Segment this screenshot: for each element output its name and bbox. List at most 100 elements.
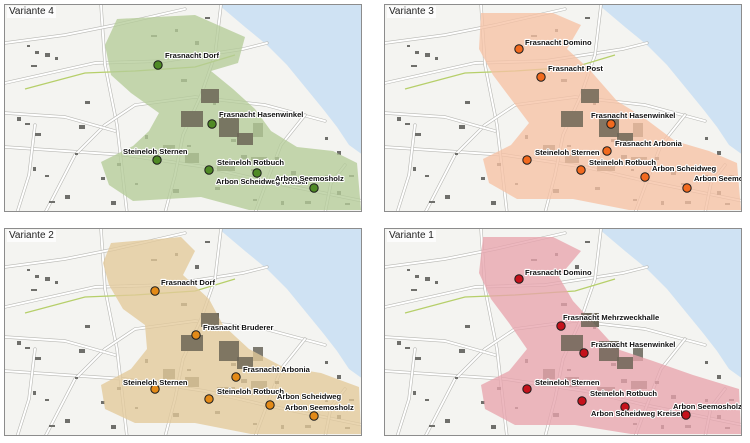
bus-stop-label-halo: Frasnacht Hasenwinkel [591,111,675,120]
building [49,201,55,203]
building [435,281,438,284]
bus-stop-label: Frasnacht Hasenwinkel [591,111,675,120]
bus-stop-label-halo: Frasnacht Arbonia [615,139,683,148]
bus-stop-label: Frasnacht Post [548,64,603,73]
bus-stop-marker[interactable] [207,119,217,129]
bus-stop-marker[interactable] [309,411,319,421]
building [717,375,721,379]
industrial-building [181,111,203,127]
building [425,175,429,177]
bus-stop-label: Steineloh Sternen [535,148,600,157]
building [415,357,421,360]
bus-stop-marker[interactable] [514,274,524,284]
bus-stop-label: Frasnacht Hasenwinkel [219,110,303,119]
bus-stop-marker[interactable] [309,183,319,193]
bus-stop-marker[interactable] [577,396,587,406]
bus-stop-marker[interactable] [204,394,214,404]
building [45,175,49,177]
building [455,377,458,379]
bus-stop-label-halo: Steineloh Rotbuch [217,158,284,167]
building [413,167,416,171]
industrial-building [617,133,633,145]
road [385,336,496,356]
bus-stop-marker[interactable] [204,165,214,175]
panel-title: Variante 3 [387,6,436,18]
industrial-building [633,347,643,361]
lake-water [219,229,361,378]
building [35,133,41,136]
bus-stop-marker[interactable] [606,119,616,129]
bus-stop-marker[interactable] [576,165,586,175]
building [445,195,450,199]
bus-stop-marker[interactable] [579,348,589,358]
building [411,289,417,291]
building [459,349,465,353]
bus-stop-marker[interactable] [681,410,691,420]
bus-stop-marker[interactable] [153,60,163,70]
building [45,399,49,401]
building [33,391,36,395]
building [205,241,210,243]
building [575,41,579,45]
building [101,401,105,404]
bus-stop-marker[interactable] [152,155,162,165]
map-panel-variante-3: Frasnacht Domino Frasnacht Domino Frasnach… [384,4,742,212]
road [396,348,416,435]
bus-stop-marker[interactable] [682,183,692,193]
building [465,325,470,328]
bus-stop-marker[interactable] [150,384,160,394]
building [705,137,708,140]
bus-stop-label-halo: Frasnacht Domino [525,38,592,47]
bus-stop-marker[interactable] [536,72,546,82]
building [35,51,39,54]
panel-title: Variante 2 [7,230,56,242]
building [425,277,430,281]
industrial-building [219,117,239,137]
building [575,265,579,269]
bus-stop-marker[interactable] [191,330,201,340]
road [5,112,116,132]
bus-stop-marker[interactable] [640,172,650,182]
industrial-building [561,335,583,351]
bus-stop-marker[interactable] [514,44,524,54]
bus-stop-marker[interactable] [620,402,630,412]
industrial-building [599,341,619,361]
road [385,112,496,132]
bus-stop-label-halo: Arbon Scheidweg [652,164,716,173]
building [31,65,37,67]
building [45,277,50,281]
bus-stop-label-halo: Arbon Seemosholz [694,174,742,183]
building [31,289,37,291]
building [55,57,58,60]
building [415,51,419,54]
building [75,153,78,155]
road [16,348,36,435]
bus-stop-marker[interactable] [602,146,612,156]
industrial-building [201,89,219,103]
bus-stop-label: Frasnacht Dorf [165,51,219,60]
building [705,361,708,364]
bus-stop-label-halo: Steineloh Sternen [123,147,188,156]
bus-stop-label: Frasnacht Domino [525,38,592,47]
bus-stop-marker[interactable] [265,400,275,410]
bus-stop-marker[interactable] [522,155,532,165]
building [491,425,496,429]
building [413,391,416,395]
building [415,275,419,278]
industrial-building [237,133,253,145]
bus-stop-label-halo: Arbon Seemosholz [275,174,344,183]
bus-stop-marker[interactable] [522,384,532,394]
bus-stop-label-halo: Frasnacht Hasenwinkel [219,110,303,119]
bus-stop-marker[interactable] [252,168,262,178]
bus-stop-marker[interactable] [231,372,241,382]
building [17,341,21,345]
bus-stop-label: Frasnacht Hasenwinkel [591,340,675,349]
building [425,53,430,57]
bus-stop-marker[interactable] [556,321,566,331]
building [415,133,421,136]
building [27,269,30,271]
bus-stop-marker[interactable] [150,286,160,296]
bus-stop-label-halo: Arbon Scheidweg [277,392,341,401]
